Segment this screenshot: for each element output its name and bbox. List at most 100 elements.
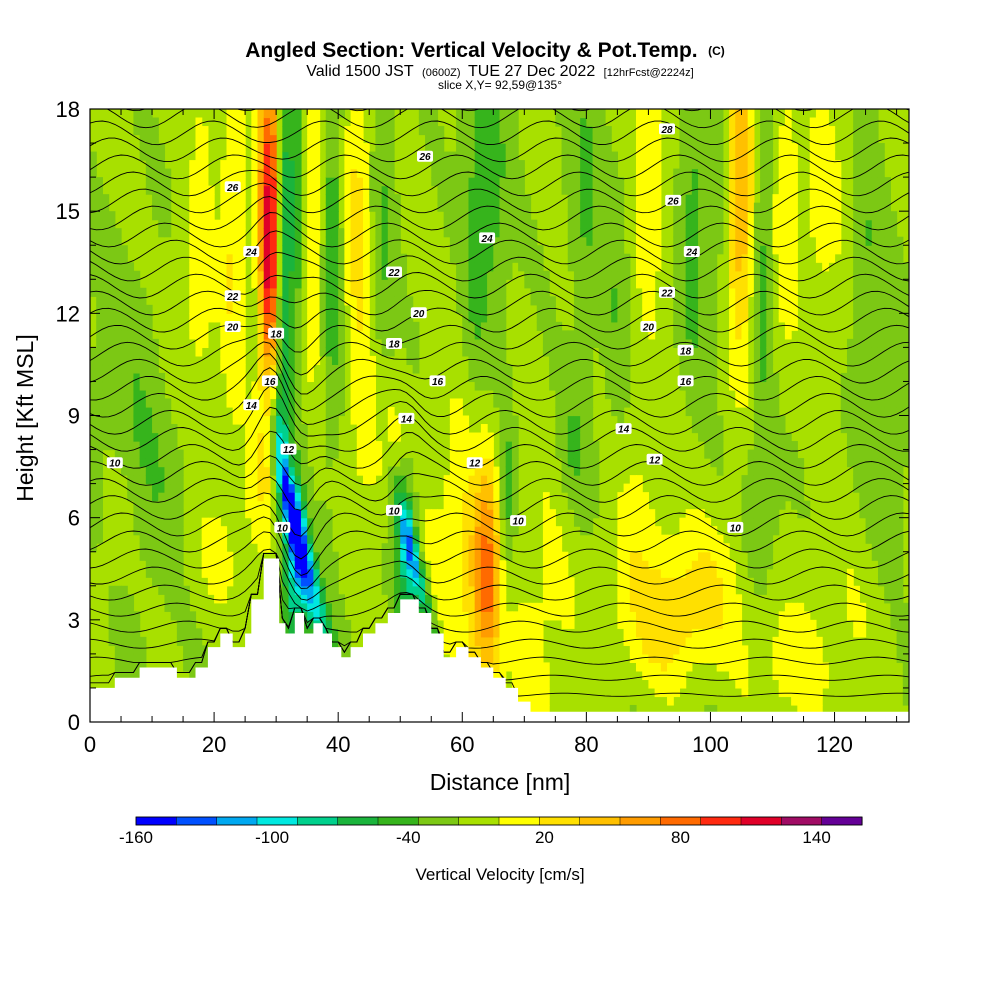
field-cell: [518, 628, 525, 638]
field-cell: [598, 262, 606, 272]
field-cell: [325, 279, 333, 289]
field-cell: [319, 296, 327, 306]
field-cell: [443, 517, 451, 527]
field-cell: [760, 236, 767, 246]
field-cell: [121, 262, 128, 272]
field-cell: [573, 253, 581, 263]
field-cell: [449, 245, 457, 255]
field-cell: [561, 560, 569, 570]
field-cell: [487, 160, 494, 170]
field-cell: [257, 509, 265, 519]
field-cell: [822, 109, 829, 119]
field-cell: [282, 211, 290, 221]
field-cell: [735, 628, 743, 638]
field-cell: [809, 645, 817, 655]
field-cell: [108, 364, 116, 374]
field-cell: [381, 211, 389, 221]
field-cell: [499, 424, 507, 434]
field-cell: [369, 406, 376, 417]
field-cell: [716, 109, 724, 119]
field-cell: [158, 211, 166, 221]
field-cell: [257, 475, 265, 485]
field-cell: [201, 304, 209, 314]
field-cell: [542, 585, 550, 595]
field-cell: [493, 262, 501, 272]
field-cell: [598, 304, 606, 314]
field-cell: [462, 194, 470, 204]
field-cell: [276, 398, 283, 408]
field-cell: [387, 253, 395, 263]
field-cell: [704, 304, 712, 314]
field-cell: [784, 321, 792, 331]
field-cell: [381, 219, 389, 229]
field-cell: [803, 500, 811, 510]
field-cell: [760, 262, 767, 272]
field-cell: [511, 475, 519, 485]
field-cell: [90, 466, 97, 476]
field-cell: [108, 636, 116, 646]
field-cell: [263, 270, 271, 280]
field-cell: [400, 262, 408, 272]
field-cell: [747, 560, 755, 570]
field-cell: [381, 543, 389, 553]
field-cell: [598, 296, 606, 306]
field-cell: [251, 534, 259, 544]
field-cell: [369, 381, 376, 391]
field-cell: [356, 262, 364, 272]
field-cell: [704, 577, 712, 587]
field-cell: [443, 645, 451, 655]
field-cell: [133, 653, 141, 663]
field-cell: [406, 330, 414, 340]
field-cell: [226, 109, 234, 119]
field-cell: [220, 594, 228, 604]
field-cell: [319, 628, 327, 638]
field-cell: [493, 219, 501, 229]
field-cell: [617, 534, 625, 544]
field-cell: [710, 194, 718, 204]
field-cell: [729, 279, 736, 289]
field-cell: [654, 211, 662, 221]
field-cell: [226, 160, 234, 170]
field-cell: [623, 551, 631, 561]
field-cell: [691, 381, 699, 391]
field-cell: [685, 117, 693, 127]
field-cell: [121, 347, 128, 357]
field-cell: [164, 475, 172, 485]
field-cell: [791, 262, 798, 272]
field-cell: [456, 424, 463, 434]
field-cell: [251, 415, 259, 425]
field-cell: [846, 577, 854, 587]
field-cell: [766, 543, 774, 553]
field-cell: [667, 645, 674, 655]
field-cell: [636, 160, 643, 170]
field-cell: [586, 245, 594, 255]
field-cell: [499, 134, 507, 144]
field-cell: [654, 636, 662, 646]
field-cell: [189, 636, 197, 646]
field-cell: [592, 143, 600, 153]
field-cell: [691, 517, 699, 527]
field-cell: [195, 338, 203, 348]
field-cell: [586, 406, 594, 417]
field-cell: [226, 560, 234, 570]
field-cell: [617, 287, 625, 297]
field-cell: [487, 441, 494, 451]
field-cell: [505, 628, 513, 638]
field-cell: [108, 398, 116, 408]
field-cell: [400, 304, 408, 314]
field-cell: [431, 509, 439, 519]
field-cell: [96, 219, 103, 229]
field-cell: [381, 270, 389, 280]
field-cell: [698, 398, 705, 408]
field-cell: [102, 296, 110, 306]
field-cell: [313, 304, 321, 314]
field-cell: [586, 143, 594, 153]
field-cell: [685, 611, 693, 621]
field-cell: [660, 645, 668, 655]
field-cell: [96, 372, 103, 383]
field-cell: [449, 211, 457, 221]
field-cell: [381, 560, 389, 570]
field-cell: [815, 126, 823, 136]
field-cell: [90, 287, 97, 297]
field-cell: [325, 619, 333, 629]
